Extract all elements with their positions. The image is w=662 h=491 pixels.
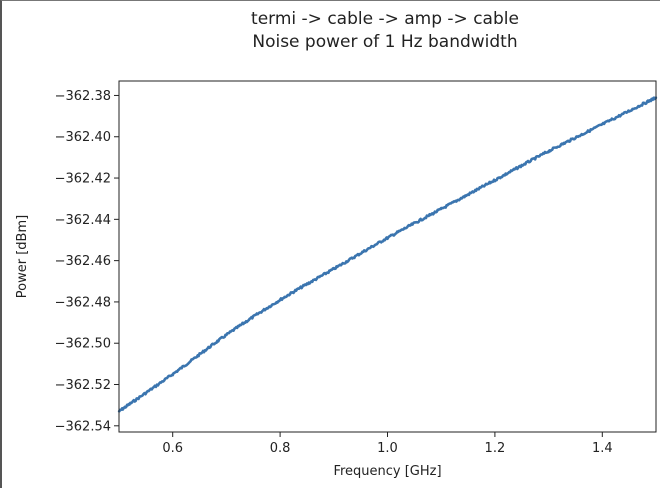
x-tick-label: 1.0 bbox=[377, 441, 398, 456]
y-tick-label: −362.54 bbox=[55, 419, 111, 434]
x-axis-label: Frequency [GHz] bbox=[333, 464, 441, 479]
x-tick-label: 1.2 bbox=[485, 441, 506, 456]
y-tick-label: −362.46 bbox=[55, 254, 111, 269]
data-point bbox=[171, 372, 174, 376]
series-line bbox=[118, 96, 658, 413]
data-point bbox=[225, 333, 228, 337]
y-tick-label: −362.52 bbox=[55, 378, 111, 393]
data-point bbox=[278, 298, 282, 302]
y-tick-label: −362.40 bbox=[55, 130, 111, 145]
y-axis-label: Power [dBm] bbox=[15, 215, 30, 298]
data-point bbox=[547, 150, 550, 153]
y-tick-label: −362.50 bbox=[55, 337, 111, 352]
data-point bbox=[332, 267, 335, 271]
y-tick-label: −362.48 bbox=[55, 295, 111, 310]
chart-title-line2: Noise power of 1 Hz bandwidth bbox=[252, 32, 517, 52]
chart-title-line1: termi -> cable -> amp -> cable bbox=[251, 9, 519, 29]
data-point bbox=[601, 123, 604, 126]
y-tick-label: −362.38 bbox=[55, 89, 111, 104]
plot-area-frame bbox=[118, 80, 657, 433]
x-tick-label: 0.6 bbox=[162, 441, 183, 456]
y-tick-label: −362.44 bbox=[55, 213, 111, 228]
data-point bbox=[493, 178, 497, 182]
data-point bbox=[440, 207, 443, 211]
x-tick-label: 1.4 bbox=[592, 441, 613, 456]
data-point bbox=[386, 236, 389, 240]
y-tick-label: −362.42 bbox=[55, 172, 111, 187]
x-tick-label: 0.8 bbox=[270, 441, 291, 456]
